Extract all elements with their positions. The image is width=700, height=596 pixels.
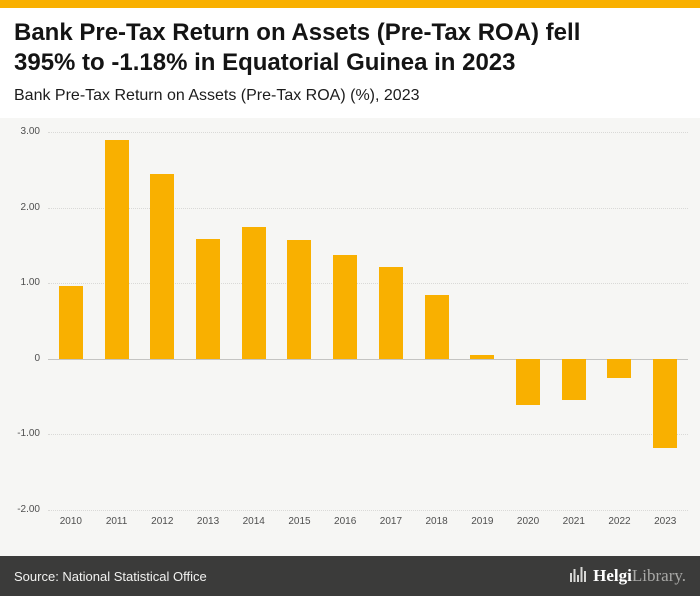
brand-text: HelgiLibrary. (593, 566, 686, 586)
x-axis-tick-label: 2011 (105, 516, 128, 527)
gridline (48, 283, 688, 285)
x-axis-tick-label: 2010 (59, 516, 82, 527)
brand-name-helgi: Helgi (593, 566, 632, 585)
x-axis-tick-label: 2012 (151, 516, 174, 527)
bar-2020 (516, 358, 540, 405)
bar-2018 (424, 294, 449, 359)
title-line-2: 395% to -1.18% in Equatorial Guinea in 2… (14, 49, 516, 76)
footer: Source: National Statistical Office Helg… (0, 556, 700, 596)
chart-section: 3.00 2.00 1.00 0 -1.00 -2.00 2010 2011 2012 2013… (0, 118, 700, 556)
bar-2019 (470, 355, 495, 359)
x-axis-tick-label: 2021 (562, 516, 585, 527)
y-axis-tick-label: -2.00 (17, 504, 40, 515)
x-axis-tick-label: 2013 (196, 516, 220, 527)
gridline (48, 132, 688, 133)
bar-2012 (150, 173, 175, 359)
x-axis-tick-label: 2015 (288, 516, 311, 527)
x-axis-tick-label: 2023 (654, 516, 677, 527)
x-axis-tick-label: 2017 (379, 516, 403, 527)
brand-name-library: Library. (631, 566, 686, 585)
helgi-library-logo[interactable]: HelgiLibrary. (569, 566, 686, 587)
bar-2011 (104, 140, 129, 359)
y-axis-tick-label: 2.00 (20, 201, 40, 213)
y-axis-tick-label: -1.00 (17, 428, 40, 440)
bar-2022 (607, 358, 632, 378)
helgi-logo-icon (569, 566, 587, 587)
x-axis-tick-label: 2018 (425, 516, 448, 527)
plot-area: 3.00 2.00 1.00 0 -1.00 -2.00 (17, 126, 688, 515)
top-accent-bar (0, 0, 700, 8)
bar-2021 (561, 358, 586, 400)
bar-2015 (287, 240, 312, 359)
source-text: Source: National Statistical Office (14, 568, 207, 584)
header: Bank Pre-Tax Return on Assets (Pre-Tax R… (0, 8, 700, 118)
x-axis-tick-label: 2014 (242, 516, 265, 527)
bar-2017 (378, 266, 403, 359)
y-axis-tick-label: 3.00 (20, 126, 40, 137)
page-title: Bank Pre-Tax Return on Assets (Pre-Tax R… (14, 18, 686, 78)
x-axis-tick-label: 2019 (471, 516, 494, 527)
zero-gridline (48, 358, 688, 360)
bar-2013 (196, 239, 220, 359)
y-axis-tick-label: 0 (34, 352, 40, 364)
chart-subtitle: Bank Pre-Tax Return on Assets (Pre-Tax R… (14, 87, 420, 104)
gridline (48, 207, 688, 209)
title-line-1: Bank Pre-Tax Return on Assets (Pre-Tax R… (14, 19, 581, 46)
bar-2016 (333, 255, 358, 359)
x-axis-tick-label: 2022 (608, 516, 631, 527)
x-axis-tick-label: 2020 (516, 516, 540, 527)
bar-2023 (653, 358, 678, 448)
x-axis-tick-label: 2016 (334, 516, 357, 527)
bar-2014 (241, 226, 266, 359)
x-axis-labels: 2010 2011 2012 2013 2014 2015 2016 2017 2018 2019… (48, 516, 688, 527)
y-axis-tick-label: 1.00 (20, 277, 40, 289)
gridline (48, 510, 688, 511)
bar-2010 (58, 286, 83, 359)
gridline (48, 434, 688, 436)
